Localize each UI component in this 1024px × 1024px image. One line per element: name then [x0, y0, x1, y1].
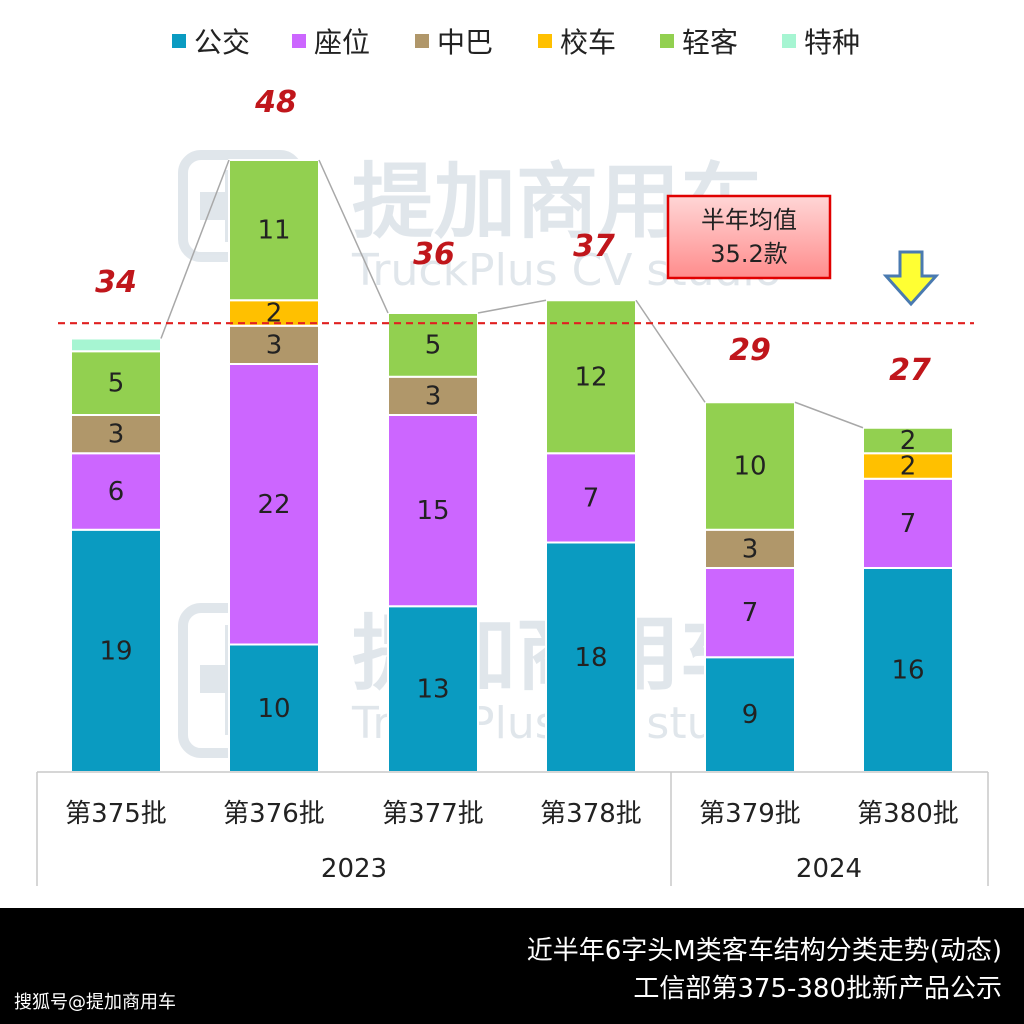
- legend-label-2: 中巴: [437, 26, 493, 59]
- legend-label-4: 轻客: [682, 26, 738, 59]
- bar-label-5-series-4: 2: [900, 426, 917, 456]
- legend-swatch-4: [660, 34, 674, 48]
- connector-2: [477, 299, 547, 314]
- legend-label-5: 特种: [804, 26, 860, 59]
- legend-label-0: 公交: [194, 26, 250, 59]
- bar-0-series-2: [70, 414, 162, 455]
- bar-3-series-1: [545, 452, 637, 544]
- total-label-1: 48: [254, 85, 297, 120]
- bar-5-series-4: [862, 426, 954, 455]
- bar-label-0-series-4: 5: [108, 369, 125, 399]
- average-line-group: 半年均值 35.2款: [58, 194, 974, 325]
- bar-5-series-0: [862, 567, 954, 773]
- category-label-4: 第379批: [699, 799, 801, 829]
- total-labels: 34 48 36 37 29 27: [95, 85, 931, 388]
- category-axis: 第375批 第376批 第377批 第378批 第379批 第380批 2023 2024: [36, 771, 989, 886]
- footer-title-line2: 工信部第375-380批新产品公示: [633, 974, 1002, 1004]
- bar-label-1-series-4: 11: [257, 216, 290, 246]
- legend-label-1: 座位: [314, 26, 370, 59]
- bar-label-5-series-1: 7: [900, 509, 917, 539]
- bar-label-3-series-4: 12: [574, 362, 607, 392]
- bar-label-4-series-2: 3: [742, 534, 759, 564]
- bar-2-series-1: [387, 414, 479, 608]
- bar-4-series-4: [704, 401, 796, 531]
- bar-2-series-2: [387, 375, 479, 416]
- total-label-5: 27: [889, 353, 931, 388]
- bar-label-1-series-3: 2: [266, 299, 283, 329]
- legend-swatch-0: [172, 34, 186, 48]
- total-label-3: 37: [573, 229, 615, 264]
- bar-label-1-series-0: 10: [257, 694, 290, 724]
- bar-label-2-series-1: 15: [416, 496, 449, 526]
- category-label-2: 第377批: [382, 799, 484, 829]
- category-label-3: 第378批: [540, 799, 642, 829]
- total-label-0: 34: [95, 265, 137, 300]
- legend-swatch-5: [782, 34, 796, 48]
- bar-label-2-series-4: 5: [425, 330, 442, 360]
- bar-label-5-series-0: 16: [891, 656, 924, 686]
- category-label-0: 第375批: [65, 799, 167, 829]
- legend-swatch-3: [538, 34, 552, 48]
- total-connector-lines: [160, 159, 864, 429]
- average-label-line2: 35.2款: [710, 240, 787, 268]
- category-label-5: 第380批: [857, 799, 959, 829]
- footer-source: 搜狐号@提加商用车: [14, 992, 176, 1013]
- connector-4: [794, 401, 864, 429]
- bar-label-1-series-1: 22: [257, 490, 290, 520]
- chart-legend: 公交 座位 中巴 校车 轻客 特种: [172, 26, 860, 59]
- year-label-1: 2024: [796, 854, 862, 884]
- legend-swatch-2: [415, 34, 429, 48]
- legend-swatch-1: [292, 34, 306, 48]
- bar-label-2-series-0: 13: [416, 675, 449, 705]
- bar-label-3-series-1: 7: [583, 483, 600, 513]
- total-label-2: 36: [413, 237, 455, 272]
- bar-1-series-3: [228, 299, 320, 327]
- category-label-1: 第376批: [223, 799, 325, 829]
- bar-1-series-4: [228, 159, 320, 302]
- bar-1-series-0: [228, 643, 320, 773]
- bar-0-series-4: [70, 350, 162, 416]
- bar-3-series-4: [545, 299, 637, 455]
- connector-3: [635, 299, 706, 403]
- footer-title-line1: 近半年6字头M类客车结构分类走势(动态): [526, 936, 1002, 966]
- bar-label-0-series-0: 19: [99, 636, 132, 666]
- average-label-line1: 半年均值: [701, 206, 797, 234]
- bar-label-1-series-2: 3: [266, 330, 283, 360]
- bar-label-4-series-4: 10: [733, 452, 766, 482]
- bar-1-series-1: [228, 363, 320, 646]
- bar-0-series-5: [70, 337, 162, 353]
- bar-label-0-series-1: 6: [108, 477, 125, 507]
- bar-label-4-series-0: 9: [742, 700, 759, 730]
- down-arrow-icon: [882, 250, 940, 307]
- footer-bar: 近半年6字头M类客车结构分类走势(动态) 工信部第375-380批新产品公示 搜…: [0, 908, 1024, 1024]
- bar-label-2-series-2: 3: [425, 381, 442, 411]
- bar-4-series-2: [704, 528, 796, 569]
- year-label-0: 2023: [321, 854, 387, 884]
- bar-label-5-series-3: 2: [900, 452, 917, 482]
- bar-label-4-series-1: 7: [742, 598, 759, 628]
- total-label-4: 29: [729, 333, 771, 368]
- connector-1: [318, 159, 389, 314]
- bar-label-3-series-0: 18: [574, 643, 607, 673]
- legend-label-3: 校车: [560, 26, 616, 59]
- connector-0: [160, 159, 230, 339]
- average-label-box: [666, 194, 832, 280]
- bar-5-series-3: [862, 452, 954, 480]
- bar-label-0-series-2: 3: [108, 420, 125, 450]
- bar-2-series-0: [387, 605, 479, 773]
- bar-1-series-2: [228, 324, 320, 365]
